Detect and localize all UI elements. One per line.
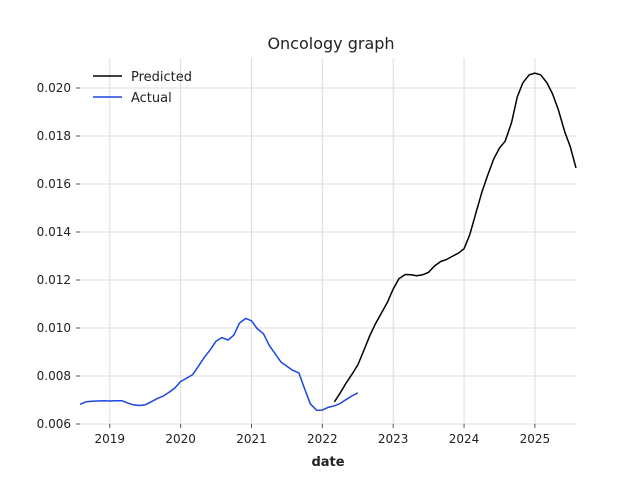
grid-layer (80, 58, 576, 425)
series-layer (79, 72, 577, 412)
legend-label-actual: Actual (131, 91, 172, 106)
legend-label-predicted: Predicted (131, 70, 192, 85)
series-line-predicted (333, 72, 577, 403)
x-axis-label: date (311, 455, 344, 470)
x-tick-label: 2019 (94, 432, 125, 446)
y-tick-label: 0.018 (37, 129, 71, 143)
x-tick-label: 2020 (165, 432, 196, 446)
x-tick-label: 2021 (236, 432, 267, 446)
y-tick-label: 0.006 (37, 417, 71, 431)
x-tick-label: 2025 (520, 432, 551, 446)
x-tick-label: 2023 (378, 432, 409, 446)
y-tick-label: 0.012 (37, 273, 71, 287)
y-tick-label: 0.010 (37, 321, 71, 335)
x-tick-label: 2022 (307, 432, 338, 446)
axis-layer: 2019 2020 2021 2022 2023 2024 2025 0.006 0.008 0.… (37, 81, 551, 446)
x-tick-label: 2024 (449, 432, 480, 446)
y-tick-label: 0.016 (37, 177, 71, 191)
chart-title: Oncology graph (267, 34, 394, 53)
y-tick-label: 0.008 (37, 369, 71, 383)
y-tick-label: 0.020 (37, 81, 71, 95)
y-tick-label: 0.014 (37, 225, 71, 239)
legend: Predicted Actual (93, 70, 192, 106)
series-line-actual (79, 317, 359, 412)
